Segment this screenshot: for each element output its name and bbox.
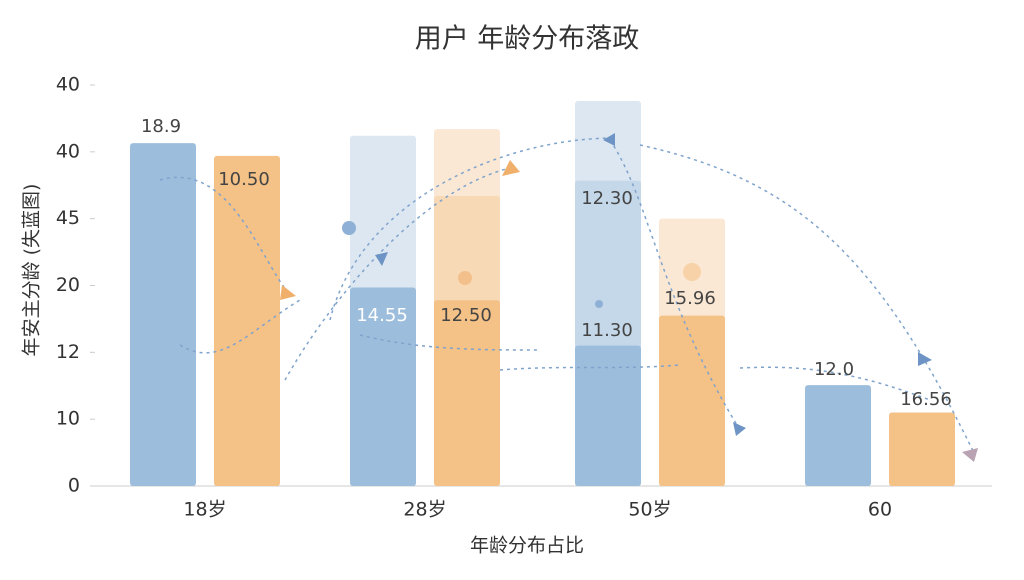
- y-tick-label: 10: [56, 408, 80, 430]
- bar: [214, 155, 280, 487]
- data-label: 10.50: [218, 169, 270, 190]
- data-label: 18.9: [141, 116, 181, 137]
- x-tick-label: 50岁: [628, 499, 671, 521]
- data-label: 12.0: [814, 359, 854, 380]
- y-tick-label: 40: [56, 74, 80, 96]
- bar: [805, 385, 871, 486]
- data-label: 14.55: [356, 305, 408, 326]
- x-tick-label: 28岁: [403, 499, 446, 521]
- y-tick-label: 12: [56, 341, 80, 363]
- x-tick-label: 60: [868, 499, 892, 521]
- y-axis-label: 年安主分龄 (失蓝图): [21, 184, 43, 357]
- y-tick-label: 45: [56, 207, 80, 229]
- bar: [130, 143, 196, 486]
- data-label: 11.30: [581, 320, 633, 341]
- chart-title: 用户 年龄分布落政: [415, 24, 640, 55]
- bar: [889, 412, 955, 486]
- data-label: 12.30: [581, 188, 633, 209]
- y-tick-label: 20: [56, 274, 80, 296]
- bar: [434, 300, 500, 486]
- data-label: 15.96: [664, 288, 716, 309]
- x-tick-label: 18岁: [183, 499, 226, 521]
- bar: [659, 315, 725, 486]
- decoration: [159, 133, 978, 462]
- data-label: 16.56: [900, 389, 952, 410]
- y-tick-label: 40: [56, 140, 80, 162]
- bar: [350, 287, 416, 486]
- data-label: 12.50: [440, 305, 492, 326]
- x-axis-label: 年龄分布占比: [470, 535, 584, 557]
- y-tick-label: 0: [68, 475, 80, 497]
- bar: [575, 345, 641, 486]
